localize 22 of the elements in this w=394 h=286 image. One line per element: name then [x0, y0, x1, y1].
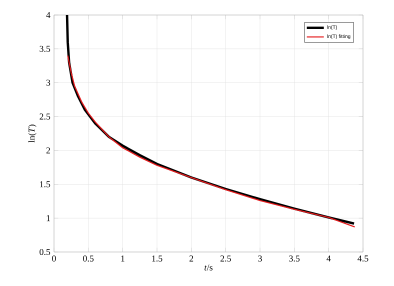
y-tick-label: 3: [46, 80, 50, 86]
y-tick-label: 4: [46, 12, 50, 18]
x-tick-label: 0.5: [83, 256, 94, 262]
x-tick-label: 3: [258, 256, 262, 262]
x-tick-label: 2: [189, 256, 194, 262]
y-axis-title: ln(T): [28, 124, 36, 143]
x-tick-label: 1.5: [152, 256, 162, 262]
y-tick-label: 1: [46, 215, 50, 222]
y-tick-label: 2: [46, 147, 50, 154]
y-tick-label: 0.5: [40, 248, 50, 256]
x-tick-label: 0: [52, 256, 56, 262]
y-tick-label: 1.5: [40, 181, 50, 188]
x-tick-label: 3.5: [289, 256, 300, 262]
x-tick-label: 2.5: [220, 256, 231, 262]
x-tick-label: 4.5: [358, 256, 368, 262]
x-axis-title: t/s: [204, 264, 213, 270]
line-series: [66, 15, 356, 225]
x-tick-label: 4: [326, 256, 331, 262]
y-tick-label: 3.5: [40, 46, 50, 52]
line-series: [67, 55, 356, 228]
y-tick-label: 2.5: [40, 114, 50, 120]
x-tick-label: 1: [121, 256, 124, 262]
